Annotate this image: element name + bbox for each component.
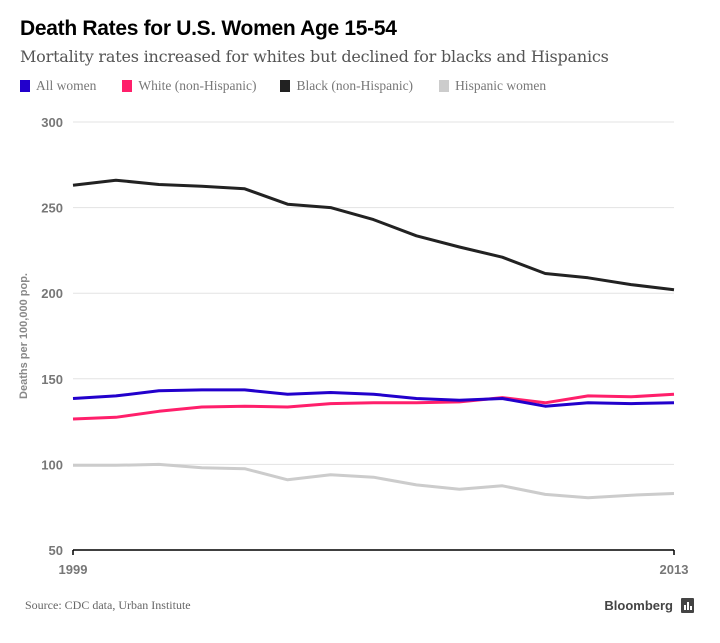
legend-label: Hispanic women <box>455 78 547 93</box>
series-line-white-non-hispanic <box>72 392 675 421</box>
chart-title: Death Rates for U.S. Women Age 15-54 <box>20 17 397 40</box>
gridlines <box>73 121 674 465</box>
x-tick-label: 2013 <box>660 562 689 577</box>
series-line-all-women <box>72 388 675 408</box>
legend-swatch <box>280 80 291 92</box>
legend-item-all-women: All women <box>20 78 96 94</box>
legend-item-black: Black (non-Hispanic) <box>280 78 413 94</box>
y-tick-labels: 50 100 150 200 250 300 <box>41 115 63 558</box>
source-note: Source: CDC data, Urban Institute <box>25 598 191 612</box>
brand-name: Bloomberg <box>604 598 673 613</box>
legend-item-white: White (non-Hispanic) <box>122 78 256 94</box>
legend-swatch <box>439 80 450 92</box>
x-axis: 1999 2013 <box>59 549 689 577</box>
y-tick-label: 50 <box>49 543 63 558</box>
bloomberg-chart-icon <box>681 598 694 613</box>
legend-item-hispanic: Hispanic women <box>439 78 546 94</box>
legend-label: All women <box>36 78 97 93</box>
x-tick-label: 1999 <box>59 562 88 577</box>
series-line-black-non-hispanic <box>72 178 675 292</box>
y-tick-label: 200 <box>41 286 63 301</box>
legend-label: Black (non-Hispanic) <box>296 78 414 93</box>
series-lines <box>72 178 675 500</box>
y-tick-label: 300 <box>41 115 63 130</box>
chart-subtitle: Mortality rates increased for whites but… <box>20 47 609 66</box>
brand-logo: Bloomberg <box>604 598 694 613</box>
legend-label: White (non-Hispanic) <box>138 78 257 93</box>
y-tick-label: 100 <box>41 457 63 472</box>
legend: All women White (non-Hispanic) Black (no… <box>20 78 572 94</box>
legend-swatch <box>122 80 133 92</box>
series-line-hispanic-women <box>73 462 675 500</box>
y-tick-label: 250 <box>41 201 63 216</box>
legend-swatch <box>20 80 30 92</box>
y-tick-label: 150 <box>41 372 63 387</box>
